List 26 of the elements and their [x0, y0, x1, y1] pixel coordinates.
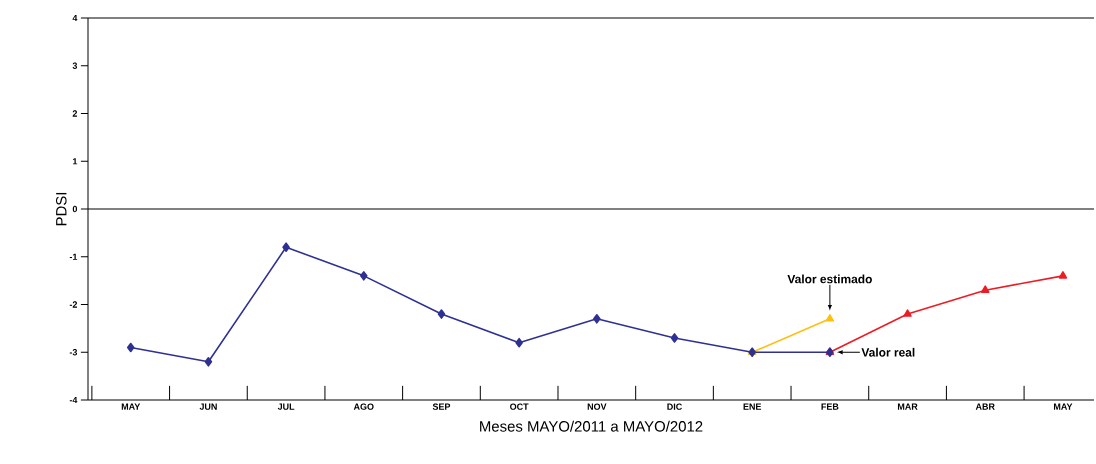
y-tick-label: 4 [72, 14, 78, 22]
x-tick-label: MAR [897, 403, 918, 410]
y-tick-label: 1 [72, 158, 78, 165]
y-tick-label: 0 [72, 205, 78, 213]
x-tick-label: MAY [121, 403, 141, 410]
annotation: Valor estimado [787, 274, 872, 284]
x-tick-label: AGO [353, 403, 374, 410]
y-tick-label: -4 [69, 396, 78, 404]
y-tick-label: -1 [69, 253, 78, 260]
x-tick-label: DIC [667, 403, 682, 410]
y-tick-label: 3 [72, 62, 78, 69]
y-tick-label: -3 [69, 349, 78, 356]
x-axis-title: Meses MAYO/2011 a MAYO/2012 [480, 420, 703, 432]
y-axis-title: PDSI [56, 192, 67, 226]
y-tick-label: 2 [72, 110, 78, 117]
x-tick-label: MAY [1053, 403, 1073, 410]
x-tick-label: FEB [821, 403, 839, 410]
x-tick-label: JUN [199, 403, 217, 410]
x-tick-label: JUL [277, 403, 295, 410]
y-tick-label: -2 [69, 301, 78, 308]
x-tick-label: NOV [587, 403, 607, 410]
annotation: Valor real [861, 347, 915, 357]
x-tick-label: SEP [432, 403, 451, 410]
x-tick-label: OCT [510, 403, 529, 410]
x-tick-label: ENE [743, 403, 762, 410]
x-tick-label: ABR [975, 403, 995, 410]
